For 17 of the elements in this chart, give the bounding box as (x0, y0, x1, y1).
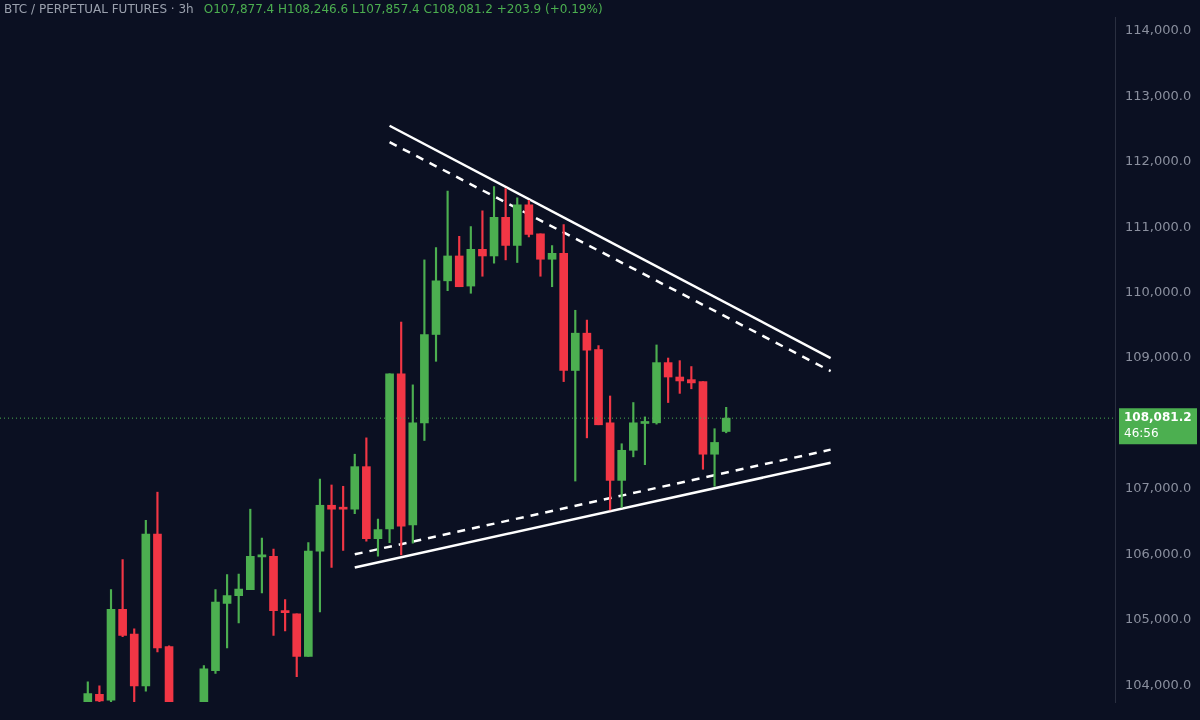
y-tick-label: 114,000.0 (1125, 22, 1192, 38)
chart-title: BTC / PERPETUAL FUTURES · 3h (4, 2, 194, 16)
y-tick-label: 105,000.0 (1125, 611, 1192, 627)
chart-subtitle: O107,877.4 H108,246.6 L107,857.4 C108,081.2 +203.9 (+0.19%) (203, 2, 603, 16)
y-tick-label: 104,000.0 (1125, 676, 1192, 692)
candlestick (478, 210, 487, 277)
y-tick-label: 110,000.0 (1125, 283, 1192, 299)
text: 46:56 (1124, 426, 1159, 441)
y-tick-label: 111,000.0 (1125, 218, 1192, 234)
y-tick-label: 106,000.0 (1125, 545, 1192, 561)
candlestick (327, 484, 336, 568)
y-tick-label: 107,000.0 (1125, 480, 1192, 496)
y-tick-label: 112,000.0 (1125, 153, 1192, 169)
ref-line-label: 108,081.2 (1124, 410, 1192, 425)
candlestick (710, 428, 719, 487)
y-tick-label: 113,000.0 (1125, 87, 1192, 103)
y-tick-label: 109,000.0 (1125, 349, 1192, 365)
